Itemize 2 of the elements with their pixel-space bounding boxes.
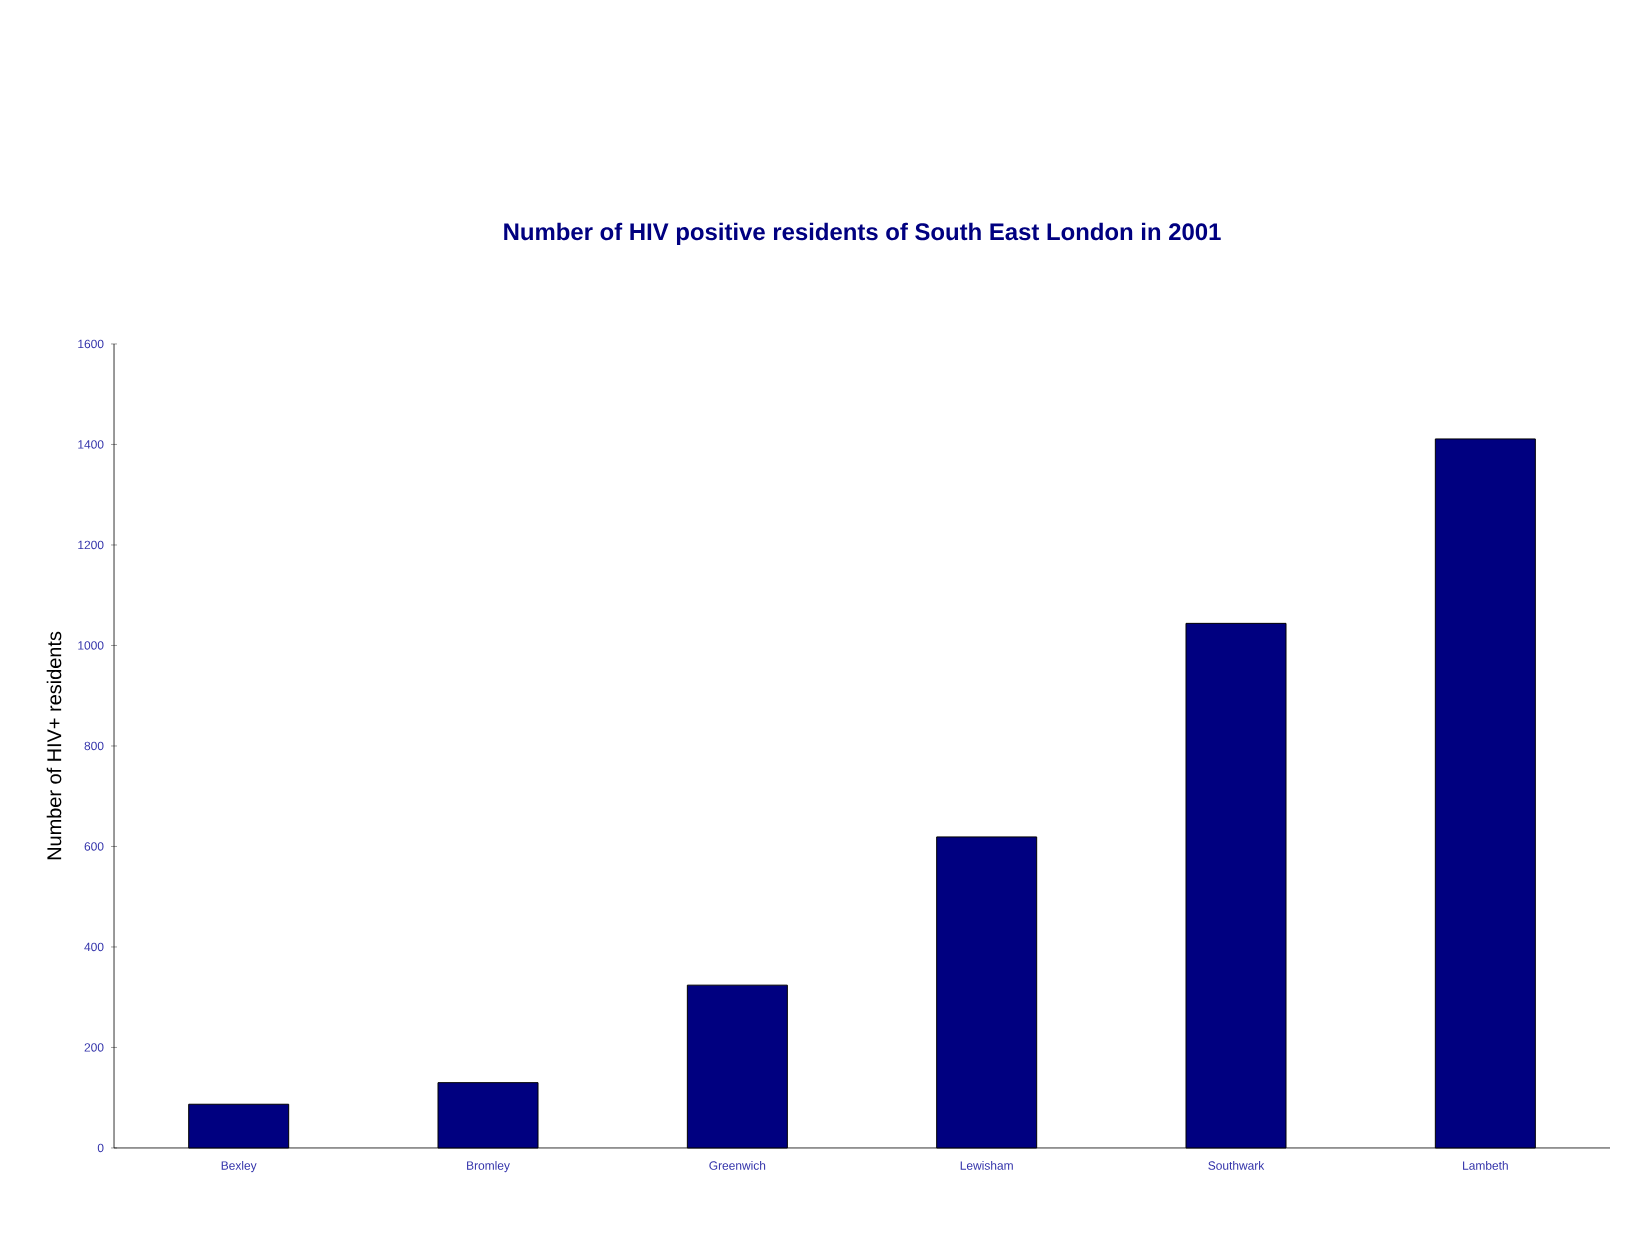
chart-title: Number of HIV positive residents of South East London in 2001 <box>504 222 1221 245</box>
y-axis-title: Number of HIV+ residents <box>46 631 62 860</box>
